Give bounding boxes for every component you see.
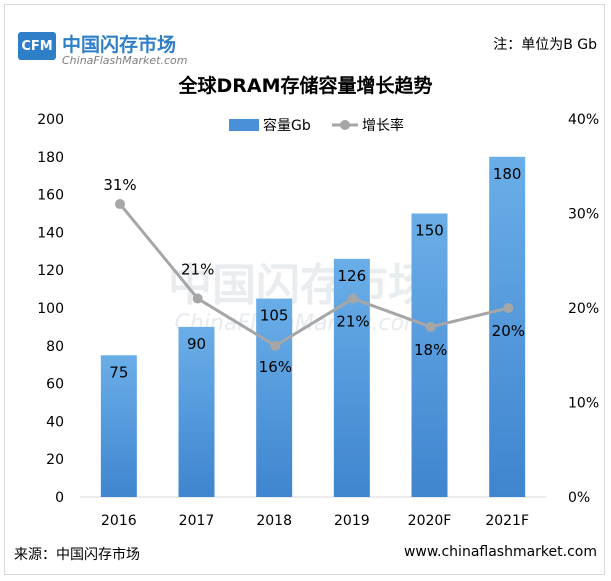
legend-bar-label: 容量Gb	[263, 117, 311, 134]
x-tick-label: 2018	[256, 513, 292, 529]
watermark-cn: 中国闪存市场	[168, 260, 432, 311]
data-labels: 75 90 105 126 150 180 31% 21% 16% 21% 18% 20%	[103, 165, 525, 381]
line-point	[270, 340, 281, 351]
bar	[411, 213, 448, 497]
y-left-tick-label: 100	[37, 301, 64, 317]
logo-site: ChinaFlashMarket.com	[62, 54, 188, 67]
x-tick-label: 2017	[179, 513, 215, 529]
y-left-tick-label: 140	[37, 225, 64, 241]
bar-value-label: 75	[109, 363, 128, 381]
bar	[256, 298, 293, 497]
unit-note: 注：单位为B Gb	[493, 37, 597, 53]
bar	[100, 355, 137, 497]
y-left-tick-label: 40	[46, 414, 64, 430]
bar-value-label: 180	[493, 165, 522, 183]
bar-value-label: 105	[260, 307, 289, 325]
legend-line-label: 增长率	[362, 117, 404, 134]
website-note: www.chinaflashmarket.com	[403, 544, 597, 560]
legend: 容量Gb 增长率	[229, 117, 404, 134]
line-point	[192, 293, 203, 304]
source-note: 来源：中国闪存市场	[14, 547, 140, 563]
y-right-tick-label: 40%	[568, 112, 599, 128]
line-point	[115, 199, 125, 210]
y-right-tick-label: 0%	[568, 490, 590, 506]
y-left-tick-label: 0	[55, 490, 64, 506]
y-right-tick-label: 20%	[568, 301, 599, 317]
legend-line-marker	[340, 120, 350, 130]
x-tick-label: 2019	[334, 513, 370, 529]
logo-name: 中国闪存市场	[62, 34, 177, 56]
x-tick-label: 2020F	[408, 513, 452, 529]
y-left-tick-label: 60	[46, 377, 64, 393]
x-tick-label: 2021F	[485, 513, 529, 529]
line-value-label: 18%	[414, 341, 447, 359]
bar-value-label: 150	[415, 222, 444, 240]
line-value-label: 16%	[259, 358, 292, 376]
bar	[489, 156, 526, 498]
x-tick-label: 2016	[101, 513, 137, 529]
y-left-tick-label: 160	[37, 188, 64, 204]
axes: 0 20 40 60 80 100 120 140 160 180 200 0% 10% 20% 30% 40…	[37, 112, 599, 529]
y-right-tick-label: 30%	[568, 207, 599, 223]
line-value-label: 31%	[103, 176, 136, 194]
y-left-tick-label: 80	[46, 339, 64, 355]
watermark: 中国闪存市场 ChinaFlashMarket.com	[168, 260, 432, 336]
logo-mark: CFM	[18, 32, 56, 60]
logo: CFM 中国闪存市场 ChinaFlashMarket.com	[18, 32, 218, 72]
line-point	[503, 303, 514, 313]
line-value-label: 21%	[181, 261, 214, 279]
line-point	[348, 293, 358, 304]
chart-title: 全球DRAM存储容量增长趋势	[178, 75, 433, 97]
y-left-tick-label: 20	[46, 452, 64, 468]
line-value-label: 20%	[492, 322, 525, 340]
bar	[178, 326, 215, 497]
bar-value-label: 90	[187, 335, 206, 353]
y-left-tick-label: 180	[37, 150, 64, 166]
growth-line	[118, 203, 509, 348]
line-series	[115, 199, 514, 351]
y-left-tick-label: 200	[37, 112, 64, 128]
bar-value-label: 126	[338, 267, 367, 285]
legend-bar-swatch	[229, 119, 259, 131]
y-left-tick-label: 120	[37, 263, 64, 279]
line-point	[425, 321, 436, 332]
line-value-label: 21%	[336, 313, 369, 331]
y-right-tick-label: 10%	[568, 396, 599, 412]
